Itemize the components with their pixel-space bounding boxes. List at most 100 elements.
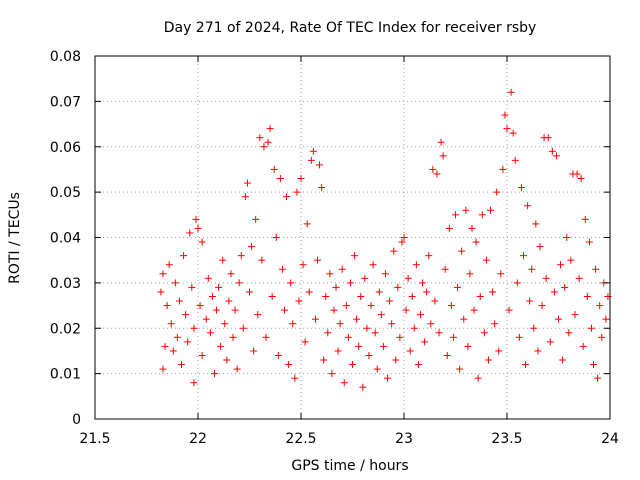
data-point [462, 206, 470, 214]
data-point [243, 179, 251, 187]
data-point [392, 356, 400, 364]
data-point [206, 329, 214, 337]
data-point [509, 129, 517, 137]
y-tick-label: 0.04 [50, 231, 81, 247]
data-point [171, 279, 179, 287]
data-point [369, 261, 377, 269]
data-point [299, 261, 307, 269]
data-point [278, 265, 286, 273]
data-point [594, 374, 602, 382]
x-tick-label: 24 [601, 431, 619, 447]
data-point [260, 143, 268, 151]
data-point [408, 292, 416, 300]
data-point [522, 361, 530, 369]
data-point [573, 170, 581, 178]
data-point [363, 324, 371, 332]
data-point [186, 229, 194, 237]
data-point [320, 356, 328, 364]
data-point [495, 347, 503, 355]
data-point [318, 184, 326, 192]
data-point [326, 270, 334, 278]
data-point [262, 333, 270, 341]
data-point [524, 202, 532, 210]
data-point [427, 320, 435, 328]
data-point [248, 243, 256, 251]
data-point [598, 333, 606, 341]
data-point [515, 333, 523, 341]
data-point [489, 288, 497, 296]
data-point [519, 252, 527, 260]
grid [95, 56, 610, 419]
data-point [454, 283, 462, 291]
data-point [542, 274, 550, 282]
data-point [474, 374, 482, 382]
data-point [357, 292, 365, 300]
data-point [210, 370, 218, 378]
data-point [464, 342, 472, 350]
data-point [400, 234, 408, 241]
data-point [482, 256, 490, 264]
data-point [221, 320, 229, 328]
data-point [167, 320, 175, 328]
data-points [157, 88, 612, 391]
data-point [478, 211, 486, 219]
data-point [447, 302, 455, 310]
data-point [513, 279, 521, 287]
data-point [472, 238, 480, 246]
data-point [233, 365, 241, 373]
data-point [305, 288, 313, 296]
data-point [577, 175, 585, 183]
data-point [274, 351, 282, 359]
data-point [239, 324, 247, 332]
data-point [165, 261, 173, 269]
data-point [283, 193, 291, 201]
x-tick-label: 23.5 [491, 431, 522, 447]
data-point [161, 342, 169, 350]
data-point [365, 351, 373, 359]
y-tick-labels: 0 0.01 0.02 0.03 0.04 0.05 0.06 0.07 0.08 [50, 49, 81, 428]
data-point [157, 288, 165, 296]
data-point [198, 351, 206, 359]
data-point [184, 338, 192, 346]
data-point [548, 147, 556, 155]
data-point [159, 270, 167, 278]
data-point [252, 215, 260, 223]
data-point [423, 288, 431, 296]
data-point [534, 347, 542, 355]
data-point [198, 238, 206, 246]
data-point [412, 261, 420, 269]
data-point [433, 170, 441, 178]
data-point [532, 220, 540, 228]
data-point [173, 333, 181, 341]
data-point [377, 311, 385, 319]
data-point [379, 342, 387, 350]
data-point [596, 302, 604, 310]
data-point [237, 252, 245, 260]
data-point [229, 333, 237, 341]
data-point [575, 274, 583, 282]
data-point [592, 265, 600, 273]
data-point [507, 88, 515, 96]
data-point [517, 184, 525, 192]
data-point [346, 279, 354, 287]
y-tick-label: 0.06 [50, 140, 81, 156]
data-point [361, 274, 369, 282]
data-point [367, 302, 375, 310]
data-point [470, 306, 478, 314]
data-point [466, 270, 474, 278]
y-tick-label: 0.07 [50, 94, 81, 110]
data-point [254, 311, 262, 319]
x-tick-labels: 21.5 22 22.5 23 23.5 24 [79, 431, 619, 447]
data-point [431, 297, 439, 305]
data-point [452, 211, 459, 219]
y-tick-label: 0.01 [50, 367, 81, 383]
data-point [587, 324, 595, 332]
data-point [349, 361, 356, 369]
data-point [571, 311, 579, 319]
data-point [231, 306, 239, 314]
data-point [316, 161, 324, 169]
data-point [476, 292, 484, 300]
data-point [287, 279, 295, 287]
x-tick-label: 22 [189, 431, 207, 447]
data-point [293, 188, 301, 196]
